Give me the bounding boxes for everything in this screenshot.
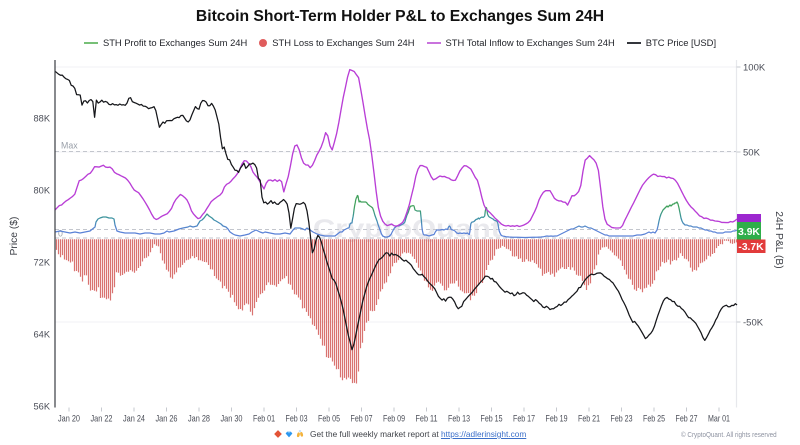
svg-text:Feb 11: Feb 11 bbox=[416, 414, 438, 425]
svg-text:Jan 24: Jan 24 bbox=[123, 414, 145, 425]
svg-text:Feb 07: Feb 07 bbox=[351, 414, 373, 425]
svg-text:100K: 100K bbox=[743, 63, 766, 74]
svg-text:Jan 30: Jan 30 bbox=[221, 414, 243, 425]
svg-text:Feb 15: Feb 15 bbox=[481, 414, 503, 425]
svg-text:Feb 19: Feb 19 bbox=[546, 414, 568, 425]
svg-text:Price ($): Price ($) bbox=[9, 217, 20, 256]
svg-text:56K: 56K bbox=[34, 402, 51, 413]
svg-text:88K: 88K bbox=[34, 114, 51, 125]
svg-text:Feb 23: Feb 23 bbox=[611, 414, 633, 425]
svg-text:-50K: -50K bbox=[743, 318, 764, 329]
svg-text:Feb 05: Feb 05 bbox=[318, 414, 340, 425]
svg-text:Feb 03: Feb 03 bbox=[286, 414, 308, 425]
svg-text:Feb 13: Feb 13 bbox=[448, 414, 470, 425]
svg-text:3.9K: 3.9K bbox=[738, 227, 760, 238]
svg-text:0: 0 bbox=[58, 229, 63, 239]
svg-text:80K: 80K bbox=[34, 186, 51, 197]
svg-text:Feb 17: Feb 17 bbox=[513, 414, 535, 425]
svg-text:Jan 28: Jan 28 bbox=[188, 414, 210, 425]
svg-text:50K: 50K bbox=[743, 148, 761, 159]
svg-text:Jan 22: Jan 22 bbox=[91, 414, 113, 425]
svg-text:Feb 21: Feb 21 bbox=[578, 414, 600, 425]
svg-text:-3.7K: -3.7K bbox=[738, 242, 764, 253]
svg-text:Jan 26: Jan 26 bbox=[156, 414, 178, 425]
svg-text:64K: 64K bbox=[34, 330, 51, 341]
svg-text:24H P&L (B): 24H P&L (B) bbox=[773, 211, 784, 268]
svg-text:Feb 25: Feb 25 bbox=[643, 414, 665, 425]
svg-text:Feb 01: Feb 01 bbox=[253, 414, 275, 425]
svg-text:Jan 20: Jan 20 bbox=[58, 414, 80, 425]
svg-text:Max: Max bbox=[61, 141, 78, 151]
svg-text:Feb 09: Feb 09 bbox=[383, 414, 405, 425]
svg-text:Mar 01: Mar 01 bbox=[708, 414, 730, 425]
svg-text:Feb 27: Feb 27 bbox=[676, 414, 698, 425]
svg-text:72K: 72K bbox=[34, 258, 51, 269]
